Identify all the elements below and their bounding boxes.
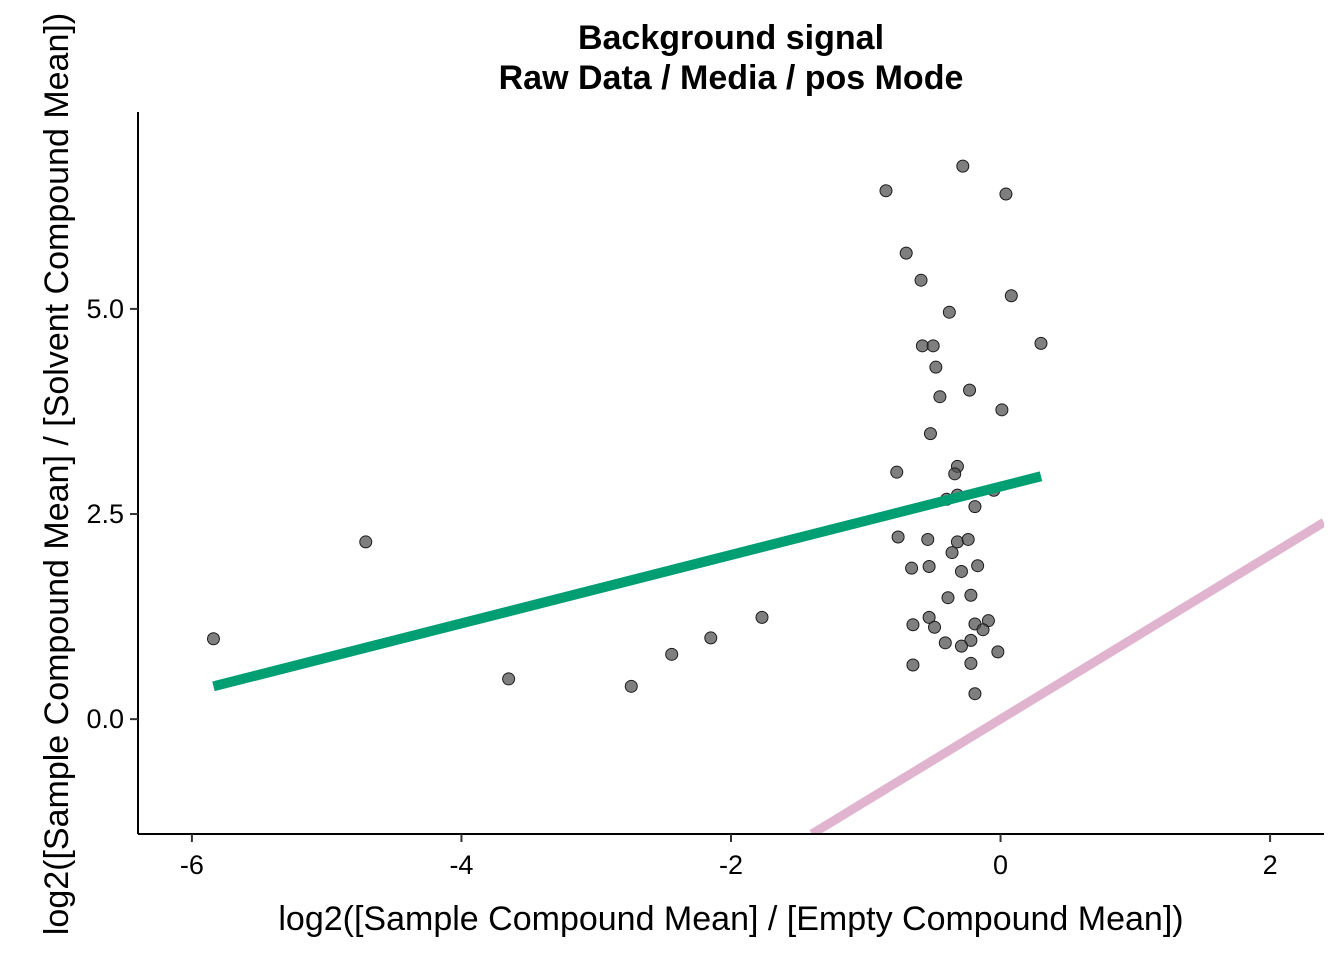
data-point-9 (999, 187, 1013, 201)
points-layer (206, 159, 1048, 701)
y-axis-label: log2([Sample Compound Mean] / [Solvent C… (38, 13, 76, 935)
chart-title-line-1: Background signal (578, 19, 884, 57)
data-point-4 (665, 647, 679, 661)
x-tick-label-4: 2 (1263, 850, 1278, 880)
x-tick-label-1: -4 (449, 850, 473, 880)
plot-area (206, 159, 1324, 834)
data-point-30 (921, 532, 935, 546)
data-point-15 (926, 339, 940, 353)
data-point-41 (906, 618, 920, 632)
data-point-10 (899, 246, 913, 260)
data-point-0 (206, 632, 220, 646)
data-point-51 (964, 656, 978, 670)
y-tick-label-2: 5.0 (86, 294, 124, 324)
data-point-19 (933, 390, 947, 404)
data-point-37 (971, 559, 985, 573)
y-tick-label-0: 0.0 (86, 704, 124, 734)
data-point-3 (624, 679, 638, 693)
chart-title-line-2: Raw Data / Media / pos Mode (499, 59, 964, 97)
data-point-2 (502, 672, 516, 686)
x-axis-label: log2([Sample Compound Mean] / [Empty Com… (278, 900, 1183, 938)
axes: -6 -4 -2 0 2 0.0 2.5 5.0 (86, 112, 1324, 880)
data-point-21 (923, 427, 937, 441)
data-point-47 (938, 636, 952, 650)
data-point-45 (976, 623, 990, 637)
data-point-22 (890, 465, 904, 479)
fit-line-layer (212, 471, 1043, 692)
data-point-49 (991, 645, 1005, 659)
data-point-39 (964, 588, 978, 602)
data-point-52 (968, 687, 982, 701)
data-point-32 (961, 532, 975, 546)
data-point-12 (1004, 289, 1018, 303)
data-point-42 (928, 620, 942, 634)
identity-line-layer (809, 518, 1324, 834)
data-point-31 (950, 535, 964, 549)
data-point-14 (915, 339, 929, 353)
data-point-6 (755, 610, 769, 624)
data-point-11 (914, 273, 928, 287)
y-tick-label-1: 2.5 (86, 499, 124, 529)
data-point-36 (954, 564, 968, 578)
data-point-13 (942, 305, 956, 319)
x-tick-label-0: -6 (180, 850, 204, 880)
identity-line (809, 518, 1324, 834)
data-point-34 (905, 561, 919, 575)
data-point-20 (995, 403, 1009, 417)
fit-line (212, 471, 1043, 692)
chart-title: Background signal Raw Data / Media / pos… (499, 19, 964, 97)
data-point-18 (963, 383, 977, 397)
data-point-40 (922, 610, 936, 624)
data-point-46 (964, 633, 978, 647)
data-point-8 (956, 159, 970, 173)
data-point-5 (704, 631, 718, 645)
data-point-33 (945, 546, 959, 560)
x-tick-label-2: -2 (719, 850, 743, 880)
data-point-48 (954, 639, 968, 653)
data-point-24 (948, 467, 962, 481)
data-point-38 (941, 591, 955, 605)
data-point-35 (922, 560, 936, 574)
data-point-29 (891, 530, 905, 544)
data-point-28 (968, 500, 982, 514)
data-point-16 (1034, 336, 1048, 350)
data-point-17 (929, 360, 943, 374)
data-point-7 (879, 184, 893, 198)
data-point-1 (359, 535, 373, 549)
data-point-50 (906, 658, 920, 672)
x-tick-label-3: 0 (993, 850, 1008, 880)
